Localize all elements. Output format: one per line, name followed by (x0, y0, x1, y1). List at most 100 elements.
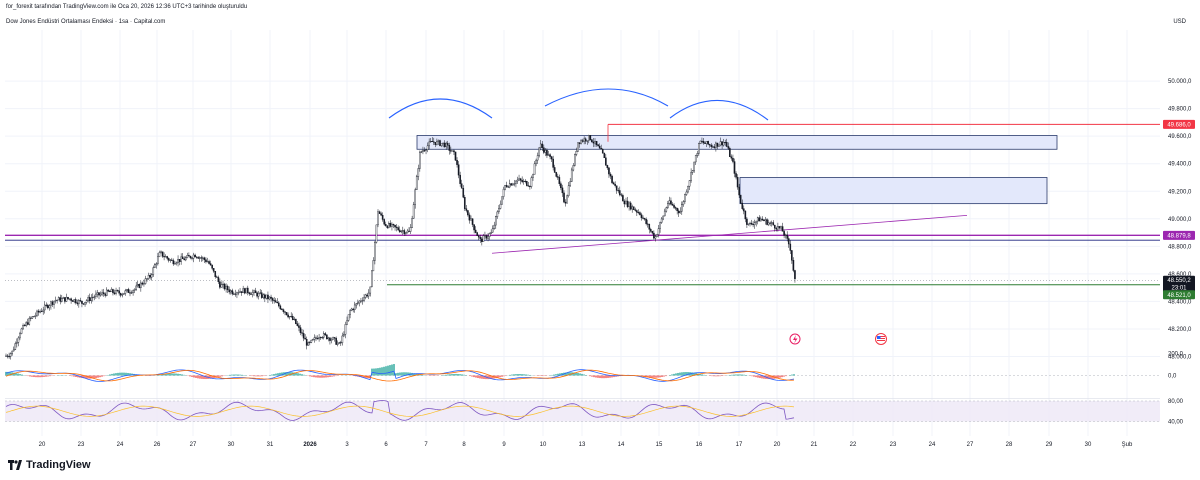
candle-body (698, 143, 700, 154)
candle-body (257, 293, 260, 297)
macd-histogram-bar (677, 372, 679, 376)
rising-trendline (491, 214, 968, 254)
candle-body (16, 342, 18, 344)
macd-histogram-bar (201, 375, 203, 379)
macd-histogram-bar (757, 375, 759, 378)
candle-body (681, 204, 683, 212)
candle-body (650, 229, 652, 232)
left-shoulder-arc (388, 98, 493, 119)
macd-histogram-bar (361, 375, 363, 378)
candle-body (8, 356, 10, 358)
candle-body (172, 260, 175, 265)
macd-histogram-bar (401, 372, 403, 376)
candle-body (45, 304, 48, 306)
macd-histogram-bar (17, 373, 19, 376)
macd-histogram-bar (37, 375, 39, 378)
price-axis[interactable]: 50.000,0 49.800,0 49.600,0 49.400,0 49.200,0… (1168, 79, 1192, 425)
candle-body (712, 146, 714, 148)
candle-body (707, 141, 709, 145)
candle-body (569, 181, 571, 186)
macd-histogram-bar (183, 374, 185, 376)
macd-histogram-bar (35, 375, 37, 378)
candle-body (575, 151, 578, 155)
candle-body (423, 150, 426, 152)
macd-histogram-bar (161, 374, 163, 376)
macd-histogram-bar (719, 375, 721, 377)
us-flag-event-icon[interactable] (875, 333, 887, 345)
macd-histogram-bar (685, 372, 687, 376)
candle-body (431, 140, 434, 142)
candle-body (422, 150, 424, 152)
candle-body (9, 353, 12, 357)
candle-body (519, 178, 522, 181)
macd-histogram-bar (119, 372, 121, 376)
candle-body (321, 337, 324, 339)
tradingview-logo[interactable]: TradingView (8, 459, 91, 471)
candle-body (736, 177, 739, 188)
candle-body (567, 185, 570, 196)
candle-body (144, 278, 147, 284)
macd-histogram-bar (311, 375, 313, 377)
candle-body (654, 236, 657, 239)
candle-body (19, 333, 21, 339)
candle-body (507, 186, 510, 188)
macd-histogram-bar (655, 375, 657, 378)
candle-body (739, 194, 742, 204)
macd-histogram-bar (557, 373, 559, 376)
candle-body (375, 224, 378, 243)
candle-body (23, 325, 26, 327)
candle-body (725, 142, 728, 147)
candle-body (87, 297, 89, 301)
candle-body (611, 175, 613, 183)
candle-body (663, 210, 666, 217)
candle-body (358, 300, 361, 304)
candle-body (465, 208, 468, 211)
symbol-title[interactable]: Dow Jones Endüstri Ortalaması Endeksi · … (6, 19, 166, 25)
macd-histogram-bar (87, 375, 89, 379)
candle-body (597, 144, 599, 147)
macd-histogram-bar (281, 372, 283, 376)
candle-body (446, 142, 449, 146)
candle-body (36, 310, 38, 316)
candle-body (110, 289, 113, 292)
candle-body (498, 208, 500, 213)
macd-histogram-bar (309, 375, 311, 377)
macd-histogram-bar (579, 373, 581, 376)
candle-body (685, 191, 688, 195)
candle-body (544, 150, 547, 153)
candle-body (763, 219, 765, 222)
lightning-event-icon[interactable] (789, 333, 801, 345)
macd-histogram-bar (529, 374, 531, 376)
candle-body (126, 289, 128, 291)
macd-histogram-bar (495, 375, 497, 379)
candle-body (381, 214, 384, 220)
candle-body (233, 293, 235, 295)
candle-body (522, 180, 525, 183)
candle-body (312, 339, 314, 341)
candle-body (470, 218, 472, 221)
pattern-arcs[interactable] (388, 88, 769, 121)
macd-histogram-bar (665, 375, 667, 377)
macd-histogram-bar (319, 375, 321, 378)
candle-body (550, 156, 553, 160)
candle-body (437, 140, 440, 142)
macd-histogram-bar (675, 373, 677, 376)
candle-body (113, 292, 116, 294)
candle-body (234, 293, 237, 295)
macd-histogram-bar (699, 373, 701, 376)
candle-body (206, 261, 209, 263)
candle-body (355, 303, 358, 306)
macd-histogram-bar (263, 375, 265, 377)
candle-body (124, 290, 127, 294)
macd-histogram-bar (211, 375, 213, 379)
candle-body (636, 210, 638, 213)
candle-body (674, 207, 677, 209)
candle-body (553, 167, 556, 173)
macd-histogram-bar (83, 375, 85, 379)
candle-body (318, 337, 320, 340)
time-axis[interactable]: 20 23 24 26 27 30 31 2026 3 6 7 8 9 10 13 14 15 16 17 20 21 2… (39, 442, 1133, 448)
candle-body (383, 219, 386, 225)
head-arc (544, 88, 669, 107)
candle-body (212, 268, 215, 272)
